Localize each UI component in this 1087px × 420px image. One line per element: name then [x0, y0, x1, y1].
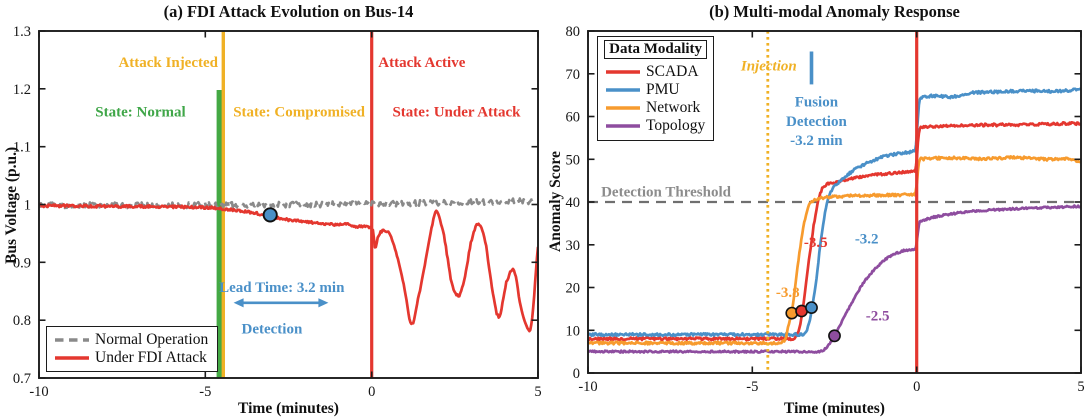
legend-label: Under FDI Attack [95, 349, 207, 366]
annotation: Detection Threshold [601, 184, 732, 200]
legend-label: PMU [646, 81, 680, 98]
annotation: -3.2 min [790, 133, 843, 149]
annotation: Lead Time: 3.2 min [219, 280, 345, 296]
legend-label: Topology [646, 117, 706, 134]
legend-label: Network [646, 99, 701, 116]
panel-b-chart: Injection Fusion Detection -3.2 min Detectio… [566, 24, 1085, 395]
x-tick-label: 5 [534, 384, 541, 400]
panel-a-chart: Attack Injected Attack Active State: Norma… [13, 24, 542, 400]
legend-entry: Normal Operation [54, 331, 208, 349]
x-tick-label: 0 [913, 379, 920, 395]
lead-time-arrow [233, 298, 329, 308]
y-tick-label: 0.7 [13, 371, 31, 387]
annotation: Detection [241, 322, 302, 338]
panel-a-legend: Normal Operation Under FDI Attack [46, 326, 219, 372]
legend-swatch [55, 356, 89, 360]
detection-marker [262, 207, 278, 223]
detection-marker [805, 301, 818, 314]
y-tick-label: 1.1 [13, 140, 31, 156]
annotation: Attack Injected [118, 55, 218, 71]
legend-swatch [606, 124, 640, 128]
series-network [588, 155, 1081, 346]
state-change-bar [216, 90, 223, 378]
panel-a-xlabel: Time (minutes) [238, 400, 339, 417]
series-scada [588, 121, 1081, 342]
annotation: Fusion [795, 95, 839, 111]
legend-swatch [606, 88, 640, 92]
x-tick-label: -5 [199, 384, 211, 400]
legend-entry: SCADA [605, 63, 705, 81]
annotation: Attack Active [378, 55, 465, 71]
x-tick-label: 0 [368, 384, 375, 400]
y-tick-label: 70 [566, 67, 581, 83]
annotation: -3.8 [776, 285, 800, 301]
y-tick-label: 0 [573, 366, 580, 382]
y-tick-label: 0.8 [13, 313, 31, 329]
annotation: -3.2 [855, 232, 879, 248]
annotation: State: Compromised [233, 105, 365, 121]
y-tick-label: 1.3 [13, 24, 31, 40]
y-tick-label: 30 [566, 238, 581, 254]
legend-entry: PMU [605, 81, 705, 99]
legend-swatch [606, 70, 640, 74]
legend-entry: Topology [605, 117, 705, 135]
legend-entry: Under FDI Attack [54, 349, 208, 367]
y-tick-label: 1.2 [13, 82, 31, 98]
annotation: -3.5 [804, 235, 828, 251]
series-normal-operation [39, 197, 538, 210]
legend-entry: Network [605, 99, 705, 117]
panel-b-legend: Data Modality SCADA PMU Network Topology [597, 36, 715, 141]
panel-a-title: (a) FDI Attack Evolution on Bus-14 [163, 2, 414, 21]
panel-b-title: (b) Multi-modal Anomaly Response [709, 2, 960, 21]
y-tick-label: 40 [566, 195, 581, 211]
x-tick-label: -10 [29, 384, 48, 400]
series-under-fdi-attack [39, 203, 538, 333]
panel-a-ylabel: Bus Voltage (p.u.) [3, 146, 20, 265]
y-tick-label: 50 [566, 152, 581, 168]
detection-marker [828, 329, 841, 343]
annotation: Detection [786, 114, 847, 130]
series-pmu [588, 87, 1081, 338]
panel-b-ylabel: Anomaly Score [547, 151, 564, 253]
y-tick-label: 0.9 [13, 255, 31, 271]
y-tick-label: 20 [566, 281, 581, 297]
annotation: State: Under Attack [392, 105, 521, 121]
legend-label: SCADA [646, 63, 699, 80]
legend-swatch [606, 106, 640, 110]
annotation: State: Normal [95, 105, 185, 121]
x-tick-label: -10 [578, 379, 597, 395]
y-tick-label: 1 [24, 198, 31, 214]
x-tick-label: -5 [746, 379, 758, 395]
y-tick-label: 60 [566, 110, 581, 126]
x-tick-label: 5 [1077, 379, 1084, 395]
legend-swatch [55, 338, 89, 342]
panel-b-xlabel: Time (minutes) [784, 400, 885, 417]
legend-title: Data Modality [604, 40, 708, 59]
y-tick-label: 10 [566, 323, 581, 339]
y-tick-label: 80 [566, 24, 581, 40]
annotation: Injection [740, 58, 797, 74]
annotation: -2.5 [866, 308, 890, 324]
legend-label: Normal Operation [95, 331, 209, 348]
